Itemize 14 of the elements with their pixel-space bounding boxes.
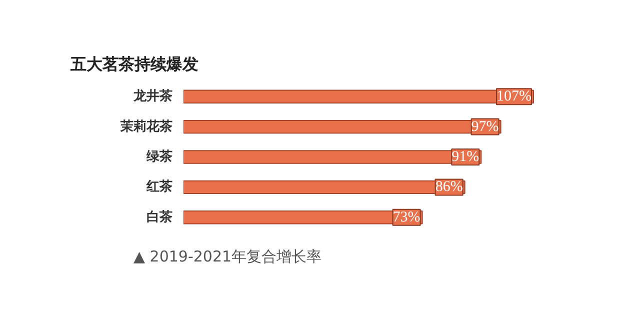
text: ▲ 2019-2021年复合增长率 (134, 248, 322, 266)
y-tick-label: 茉莉花茶 (120, 118, 172, 134)
bar (184, 120, 502, 134)
y-tick-label: 红茶 (146, 178, 172, 195)
y-tick-label: 绿茶 (146, 148, 172, 164)
y-tick-label: 龙井茶 (132, 88, 172, 104)
data-label: 97% (471, 118, 499, 135)
data-label: 86% (435, 179, 463, 196)
data-label: 91% (452, 149, 480, 165)
bar (184, 150, 482, 164)
y-tick-label: 白茶 (146, 208, 172, 225)
chart-title: 五大茗茶持续爆发 (70, 54, 198, 74)
data-label: 73% (392, 209, 420, 226)
data-label: 107% (496, 88, 532, 105)
